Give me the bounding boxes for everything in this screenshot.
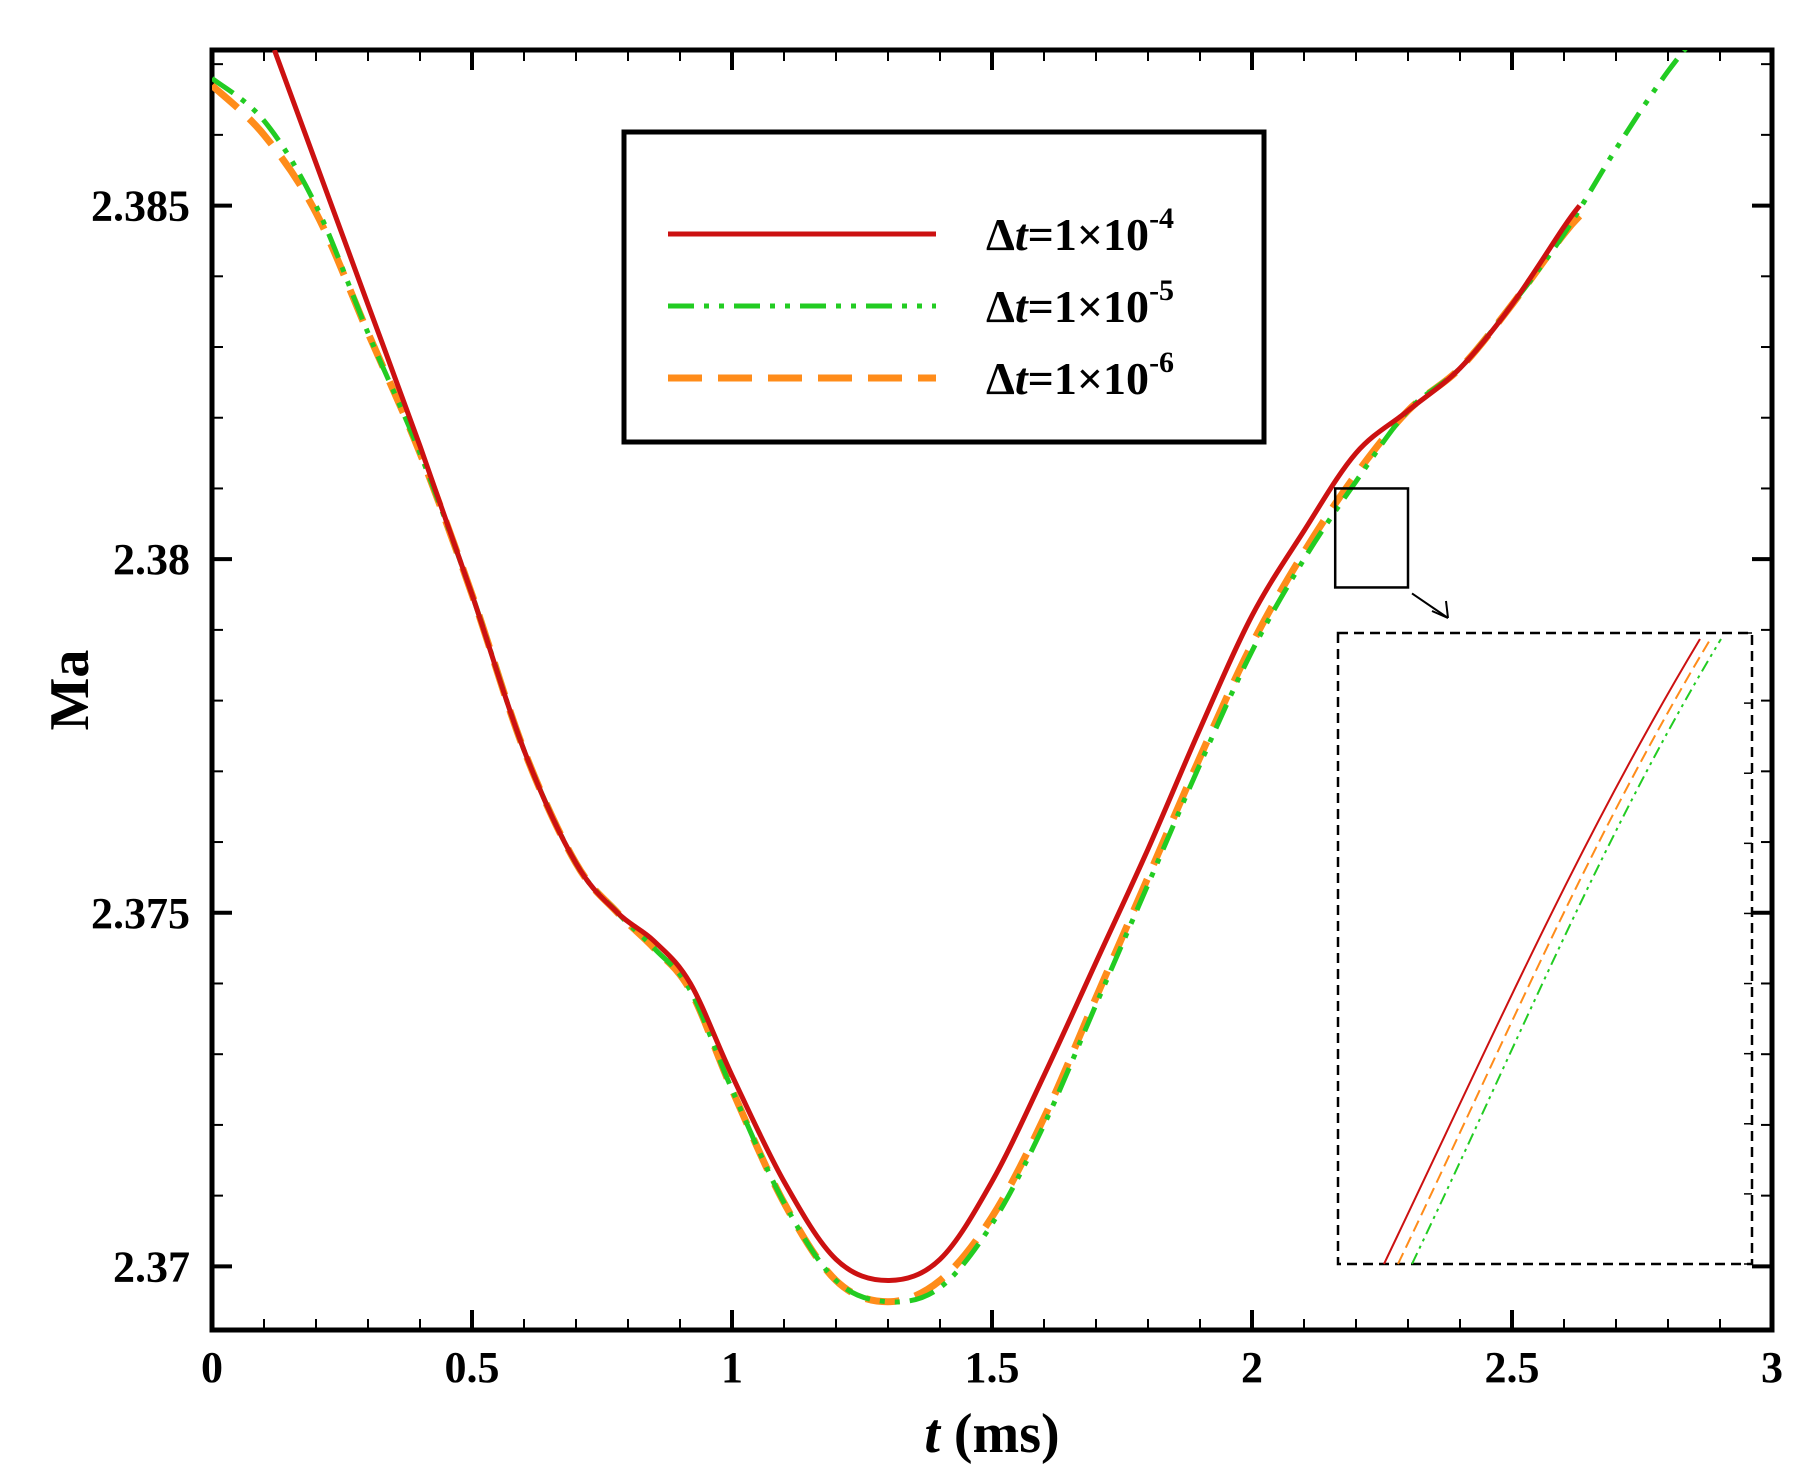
legend: Δt=1×10-4Δt=1×10-5Δt=1×10-6: [621, 129, 1267, 445]
x-tick-label: 1.5: [965, 1343, 1020, 1392]
x-axis-title-italic: t: [924, 1403, 941, 1465]
legend-base: =1×10: [1028, 281, 1149, 332]
series-line-solid: [272, 50, 1582, 1283]
zoom-line-dashdotdot: [1411, 638, 1722, 1265]
y-axis-title: Ma: [39, 650, 101, 731]
series-line-dashdotdot: [212, 50, 1688, 1305]
legend-base: =1×10: [1028, 209, 1149, 260]
axis-labels: t (ms) Ma: [39, 650, 1060, 1465]
x-tick-label: 0: [201, 1343, 223, 1392]
legend-delta: Δ: [986, 353, 1015, 404]
zoom-inset: [1333, 487, 1754, 1266]
zoom-line-dashed: [1397, 638, 1712, 1265]
legend-delta: Δ: [986, 209, 1015, 260]
zoom-line-solid: [1383, 638, 1701, 1265]
x-tick-label: 0.5: [445, 1343, 500, 1392]
zoom-source-box: [1333, 487, 1410, 589]
y-tick-label: 2.385: [91, 182, 190, 231]
series-lines: [212, 50, 1688, 1306]
series-line-dashed: [212, 82, 1593, 1306]
y-tick-label: 2.375: [91, 889, 190, 938]
zoom-target-box: [1336, 631, 1754, 1266]
legend-label: Δt=1×10-6: [986, 346, 1174, 404]
x-tick-label: 1: [721, 1343, 743, 1392]
legend-exponent: -5: [1149, 274, 1174, 307]
x-axis-title: t (ms): [924, 1403, 1059, 1465]
axis-ticks: 0 0.5 1 1.5 2 2.5 3 2.37 2.375 2.38 2.385: [91, 50, 1783, 1392]
zoom-arrow-line: [1411, 592, 1449, 619]
x-axis-title-rest: (ms): [940, 1403, 1060, 1465]
legend-var: t: [1015, 353, 1029, 404]
y-tick-label: 2.38: [113, 535, 190, 584]
legend-exponent: -6: [1149, 346, 1174, 379]
legend-label: Δt=1×10-4: [986, 202, 1174, 260]
legend-exponent: -4: [1149, 202, 1174, 235]
legend-base: =1×10: [1028, 353, 1149, 404]
x-tick-label: 3: [1761, 1343, 1783, 1392]
x-tick-label: 2.5: [1485, 1343, 1540, 1392]
x-tick-label: 2: [1241, 1343, 1263, 1392]
zoom-arrow-head: [1431, 600, 1449, 619]
y-tick-label: 2.37: [113, 1242, 190, 1291]
legend-var: t: [1015, 209, 1029, 260]
legend-label: Δt=1×10-5: [986, 274, 1174, 332]
legend-var: t: [1015, 281, 1029, 332]
legend-delta: Δ: [986, 281, 1015, 332]
legend-box: [621, 129, 1267, 445]
